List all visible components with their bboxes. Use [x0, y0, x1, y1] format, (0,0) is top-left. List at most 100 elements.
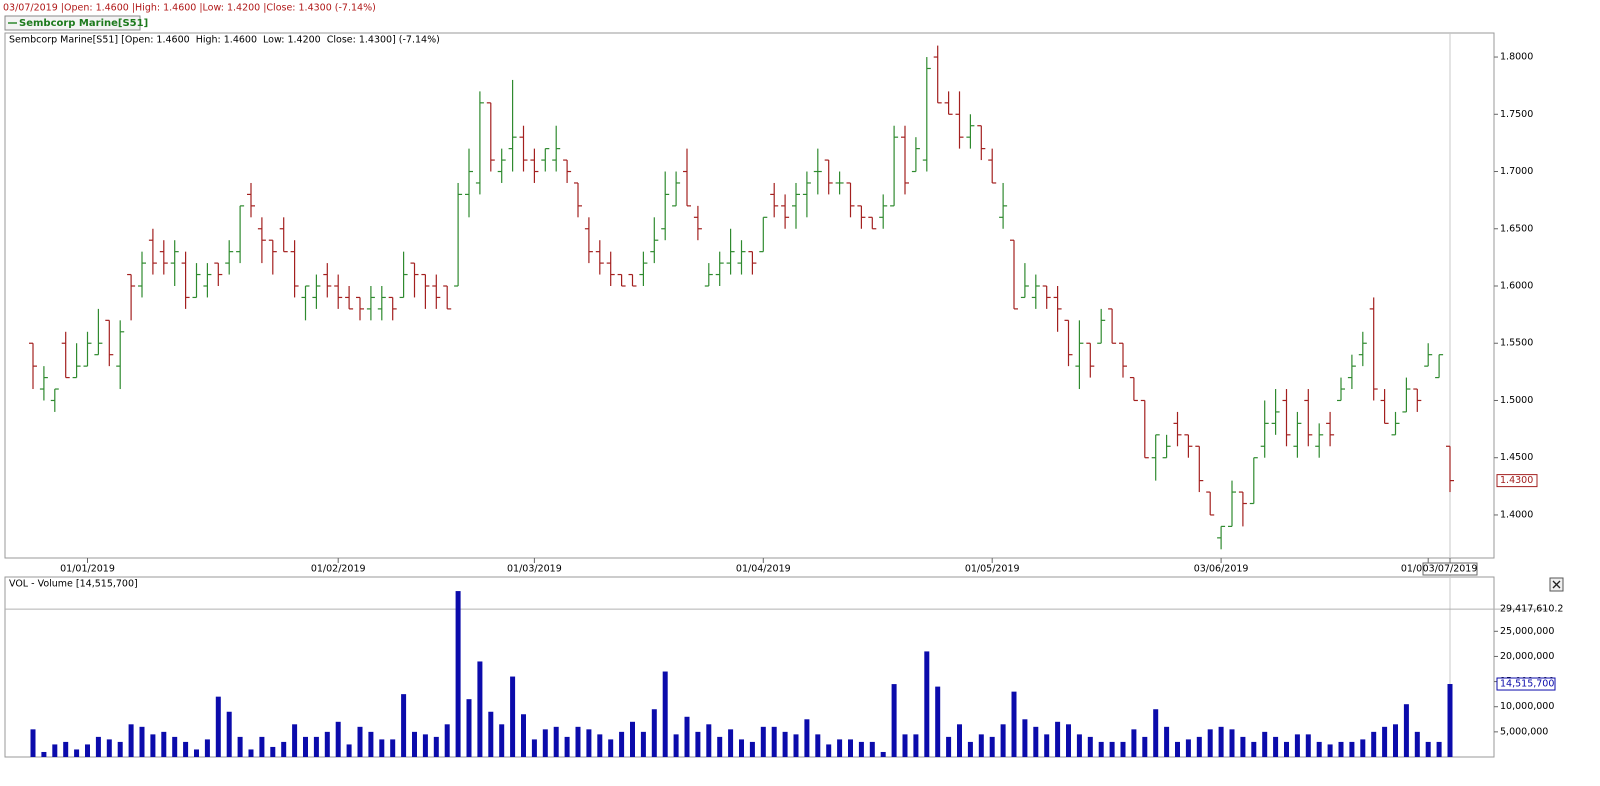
volume-bar — [739, 739, 744, 757]
volume-bar — [1360, 739, 1366, 757]
x-tick-label: 01/04/2019 — [736, 564, 791, 575]
volume-bar — [368, 731, 374, 757]
y-tick-label: 20,000,000 — [1500, 651, 1554, 662]
volume-bar — [1022, 719, 1028, 757]
volume-bar — [749, 741, 755, 757]
volume-bar — [1175, 741, 1180, 757]
volume-bar — [1393, 724, 1398, 757]
volume-bar — [651, 709, 657, 757]
y-tick-label: 1.6500 — [1500, 223, 1533, 234]
volume-bar — [95, 736, 101, 757]
volume-bar — [150, 734, 156, 757]
info-line: 03/07/2019 |Open: 1.4600 |High: 1.4600 |… — [3, 3, 376, 14]
volume-bar — [161, 731, 167, 757]
volume-bar — [1207, 729, 1213, 757]
x-cursor-box — [1422, 562, 1478, 576]
volume-bar — [630, 721, 635, 757]
volume-bar — [1000, 724, 1006, 757]
volume-bar — [248, 749, 254, 757]
volume-bar — [106, 739, 112, 757]
volume-bar — [117, 741, 123, 757]
y-tick-label: 1.7500 — [1500, 109, 1533, 120]
legend-label[interactable]: Sembcorp Marine[S51] — [19, 18, 148, 29]
volume-bar — [128, 724, 134, 757]
y-tick-label: 5,000,000 — [1500, 726, 1548, 737]
volume-bar — [183, 741, 189, 757]
volume-bar — [1185, 739, 1191, 757]
volume-bar — [335, 721, 341, 757]
volume-bar — [499, 724, 505, 757]
volume-bar — [608, 739, 614, 757]
volume-bar — [444, 724, 450, 757]
volume-bar — [782, 731, 788, 757]
y-tick-label: 1.5500 — [1500, 338, 1533, 349]
volume-bar — [662, 671, 668, 757]
volume-bar — [1294, 734, 1300, 757]
y-tick-label: 1.8000 — [1500, 52, 1533, 63]
volume-bar — [880, 751, 886, 757]
volume-bar — [1098, 741, 1104, 757]
volume-bar — [695, 731, 701, 757]
volume-bar — [30, 729, 36, 757]
volume-bar — [717, 736, 723, 757]
volume-bar — [869, 741, 875, 757]
volume-bar — [989, 736, 995, 757]
volume-bar — [433, 736, 439, 757]
volume-bar — [521, 714, 526, 757]
volume-bar — [848, 739, 853, 757]
x-tick-label: 01/01/2019 — [60, 564, 115, 575]
volume-bar — [1076, 734, 1082, 757]
reference-label: 29,417,610.2 — [1500, 604, 1563, 615]
volume-bar — [379, 739, 385, 757]
volume-bar — [422, 734, 428, 757]
volume-bar — [303, 736, 308, 757]
volume-bar — [1120, 741, 1126, 757]
volume-bar — [837, 739, 843, 757]
volume-bar — [815, 734, 821, 757]
volume-bar — [510, 676, 516, 757]
volume-bar — [957, 724, 962, 757]
volume-bar — [357, 726, 363, 757]
legend-box[interactable] — [4, 15, 141, 31]
volume-bar — [1425, 741, 1431, 757]
volume-bar — [1338, 741, 1344, 757]
last-price-label: 1.4300 — [1500, 475, 1533, 486]
volume-bar — [1262, 731, 1268, 757]
volume-bar — [215, 696, 221, 757]
volume-bar — [412, 731, 417, 757]
volume-bar — [292, 724, 298, 757]
volume-bar — [1403, 704, 1409, 757]
volume-bar — [760, 726, 766, 757]
volume-bar — [924, 651, 930, 757]
y-tick-label: 1.4500 — [1500, 452, 1533, 463]
volume-bar — [619, 731, 625, 757]
volume-bar — [967, 741, 973, 757]
volume-bar — [1414, 731, 1420, 757]
volume-bar — [1066, 724, 1071, 757]
volume-bar — [52, 744, 58, 757]
volume-bar — [466, 699, 472, 757]
volume-bar — [390, 739, 396, 757]
y-tick-label: 1.5000 — [1500, 395, 1533, 406]
volume-bar — [1153, 709, 1159, 757]
volume-bar — [1273, 736, 1279, 757]
volume-bar — [1229, 729, 1235, 757]
price-panel-title: Sembcorp Marine[S51] [Open: 1.4600 High:… — [9, 35, 440, 46]
volume-bar — [1087, 736, 1093, 757]
x-tick-label: 03/06/2019 — [1194, 564, 1249, 575]
close-button[interactable] — [1549, 577, 1564, 592]
volume-bar — [1196, 736, 1202, 757]
x-tick-label: 03/07/2019 — [1423, 564, 1478, 575]
volume-panel — [4, 576, 1495, 758]
volume-bar — [488, 711, 494, 757]
volume-bar — [1033, 726, 1039, 757]
volume-bar — [564, 736, 570, 757]
volume-bar — [586, 729, 592, 757]
volume-bar — [172, 736, 178, 757]
last-volume-label: 14,515,700 — [1500, 679, 1554, 690]
volume-bar — [1284, 741, 1289, 757]
price-panel — [4, 32, 1495, 559]
volume-bar — [1327, 744, 1333, 757]
